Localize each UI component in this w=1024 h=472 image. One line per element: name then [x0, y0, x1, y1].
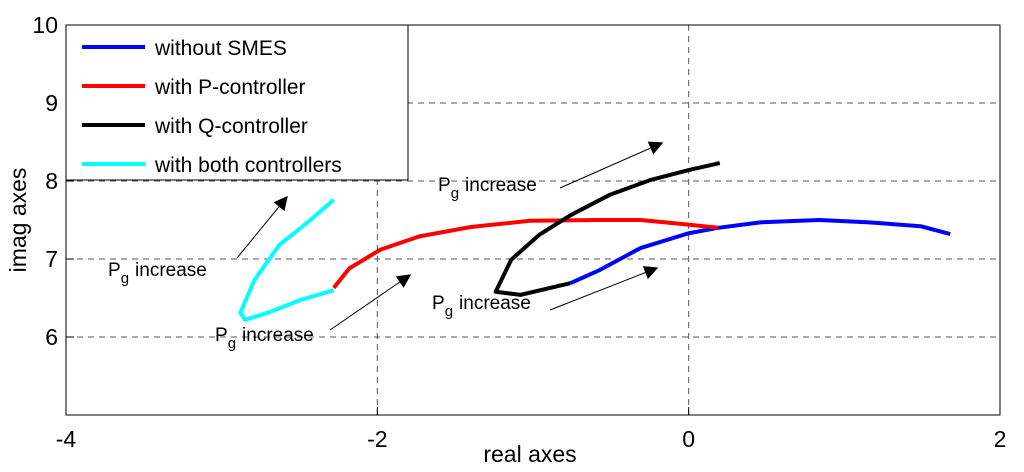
- annotation-rest: increase: [459, 293, 531, 314]
- legend-label: without SMES: [154, 37, 287, 60]
- annotation-arrow: [559, 141, 664, 189]
- annotation-rest: increase: [242, 325, 314, 346]
- y-tick-label: 6: [45, 324, 58, 350]
- line-series: [238, 198, 336, 322]
- annotation: Pg increase: [215, 325, 314, 352]
- y-tick-label: 7: [45, 246, 58, 272]
- y-tick-label: 8: [45, 168, 58, 194]
- annotation-main: P: [432, 293, 445, 314]
- legend-label: with both controllers: [154, 154, 342, 177]
- x-tick-label: -4: [56, 426, 77, 452]
- line-series: [332, 218, 719, 290]
- annotation-main: P: [438, 175, 451, 196]
- x-tick-label: -2: [367, 426, 387, 452]
- legend-box: [65, 24, 409, 181]
- legend-label: with Q-controller: [154, 115, 308, 138]
- x-tick-label: 2: [994, 426, 1007, 452]
- annotation-rest: increase: [135, 260, 207, 281]
- line-series: [493, 161, 721, 297]
- y-axis-label: imag axes: [5, 168, 31, 273]
- annotation: Pg increase: [432, 293, 531, 320]
- plot-frame: [65, 24, 1001, 416]
- x-axis-label: real axes: [483, 441, 576, 467]
- y-tick-label: 10: [32, 12, 58, 38]
- annotation-rest: increase: [465, 175, 537, 196]
- annotation-sub: g: [228, 335, 236, 352]
- annotation-arrow: [236, 195, 288, 259]
- annotation-sub: g: [445, 303, 453, 320]
- annotation-arrow: [549, 266, 659, 311]
- annotation-main: P: [108, 260, 121, 281]
- x-tick-label: 0: [682, 426, 695, 452]
- annotation: Pg increase: [438, 175, 537, 202]
- annotation-sub: g: [121, 270, 129, 287]
- legend-label: with P-controller: [154, 76, 306, 99]
- legend: without SMES with P-controller with Q-cont…: [65, 24, 409, 181]
- annotation-main: P: [215, 325, 228, 346]
- annotation: Pg increase: [108, 260, 207, 287]
- y-tick-label: 9: [45, 90, 58, 116]
- line-series: [569, 218, 951, 286]
- annotation-sub: g: [451, 185, 459, 202]
- annotation-arrow: [329, 274, 412, 331]
